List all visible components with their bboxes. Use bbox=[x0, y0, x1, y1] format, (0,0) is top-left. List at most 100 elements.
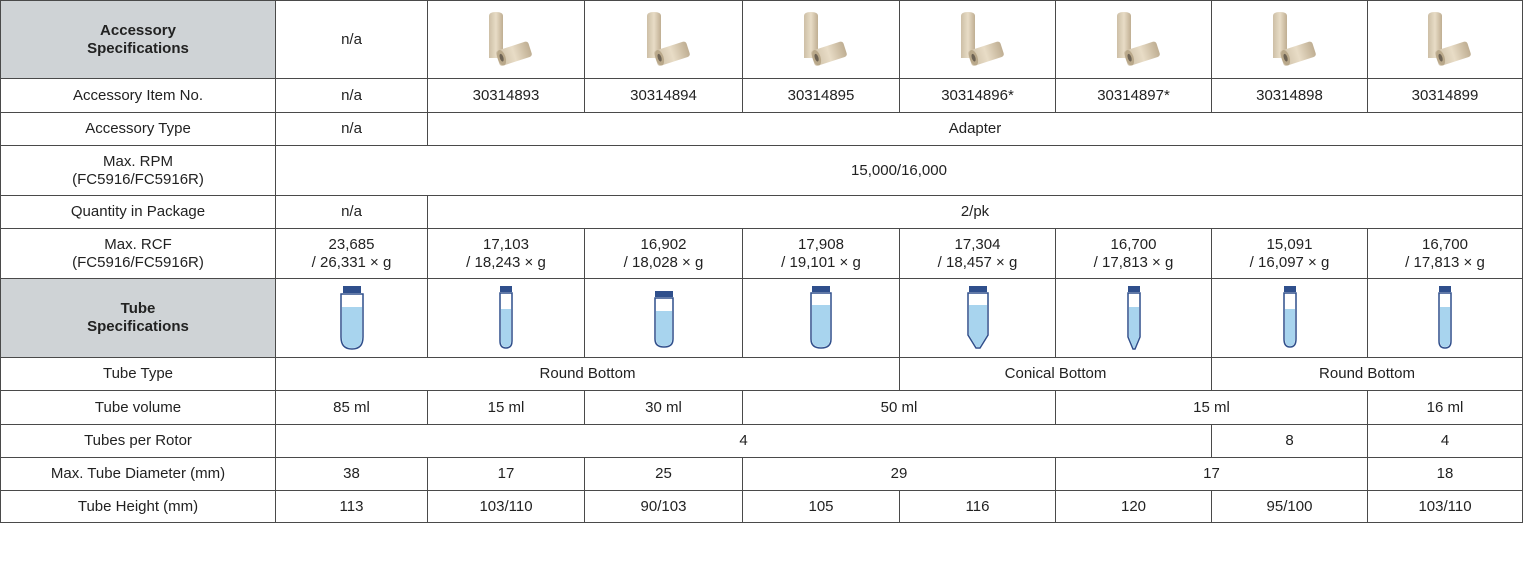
max-rcf-value: 16,902/ 18,028 × g bbox=[584, 228, 743, 279]
tubes-per-rotor-value: 8 bbox=[1211, 424, 1368, 458]
rcf-line1: 16,902 bbox=[640, 235, 687, 253]
rcf-line1: 17,103 bbox=[483, 235, 529, 253]
rcf-line2: / 18,028 × g bbox=[623, 253, 704, 271]
tube-header-line2: Specifications bbox=[87, 318, 189, 335]
rcf-line1: 17,908 bbox=[798, 235, 844, 253]
accessory-type-value: Adapter bbox=[427, 112, 1523, 146]
item-no-first: n/a bbox=[275, 78, 428, 113]
tube-height-value: 120 bbox=[1055, 490, 1212, 523]
tube-volume-value: 15 ml bbox=[427, 390, 585, 425]
accessory-header-line2: Specifications bbox=[87, 39, 189, 57]
tube-height-row: Tube Height (mm) 113 103/110 90/103 105 … bbox=[0, 490, 1523, 523]
adapter-image-6 bbox=[1211, 0, 1368, 79]
adapter-image-2 bbox=[584, 0, 743, 79]
max-rcf-value: 23,685/ 26,331 × g bbox=[275, 228, 428, 279]
max-diameter-value: 18 bbox=[1367, 457, 1523, 491]
tube-volume-value: 16 ml bbox=[1367, 390, 1523, 425]
tube-height-value: 103/110 bbox=[1367, 490, 1523, 523]
rcf-line1: 17,304 bbox=[954, 235, 1001, 253]
tubes-per-rotor-label: Tubes per Rotor bbox=[0, 424, 276, 458]
quantity-first: n/a bbox=[275, 195, 428, 229]
round-tube-icon bbox=[275, 278, 428, 358]
accessory-na-cell: n/a bbox=[275, 0, 428, 79]
quantity-row: Quantity in Package n/a 2/pk bbox=[0, 195, 1523, 229]
tube-volume-value: 50 ml bbox=[742, 390, 1056, 425]
item-no-value: 30314899 bbox=[1367, 78, 1523, 113]
max-rpm-label: Max. RPM (FC5916/FC5916R) bbox=[0, 145, 276, 196]
accessory-specifications-header: Accessory Specifications bbox=[0, 0, 276, 79]
adapter-image-3 bbox=[742, 0, 900, 79]
rcf-line1: 16,700 bbox=[1422, 235, 1468, 253]
accessory-type-first: n/a bbox=[275, 112, 428, 146]
quantity-label: Quantity in Package bbox=[0, 195, 276, 229]
tube-type-conical: Conical Bottom bbox=[899, 357, 1212, 391]
max-diameter-value: 38 bbox=[275, 457, 428, 491]
accessory-type-label: Accessory Type bbox=[0, 112, 276, 146]
tube-height-value: 95/100 bbox=[1211, 490, 1368, 523]
tubes-per-rotor-row: Tubes per Rotor 4 8 4 bbox=[0, 424, 1523, 458]
tube-type-row: Tube Type Round Bottom Conical Bottom Ro… bbox=[0, 357, 1523, 391]
max-rpm-row: Max. RPM (FC5916/FC5916R) 15,000/16,000 bbox=[0, 145, 1523, 196]
item-no-value: 30314896* bbox=[899, 78, 1056, 113]
max-rcf-label-line2: (FC5916/FC5916R) bbox=[72, 253, 204, 271]
max-diameter-label: Max. Tube Diameter (mm) bbox=[0, 457, 276, 491]
rcf-line2: / 17,813 × g bbox=[1093, 253, 1174, 271]
tube-type-label: Tube Type bbox=[0, 357, 276, 391]
tube-type-round: Round Bottom bbox=[1211, 357, 1523, 391]
rcf-line2: / 26,331 × g bbox=[311, 253, 392, 271]
tube-height-value: 105 bbox=[742, 490, 900, 523]
adapter-image-1 bbox=[427, 0, 585, 79]
max-diameter-value: 25 bbox=[584, 457, 743, 491]
max-rcf-value: 16,700/ 17,813 × g bbox=[1055, 228, 1212, 279]
tube-height-value: 103/110 bbox=[427, 490, 585, 523]
max-rcf-value: 17,908/ 19,101 × g bbox=[742, 228, 900, 279]
conical-tube-icon bbox=[1055, 278, 1212, 358]
quantity-value: 2/pk bbox=[427, 195, 1523, 229]
tube-header-row: Tube Specifications bbox=[0, 278, 1523, 358]
max-diameter-value: 29 bbox=[742, 457, 1056, 491]
tube-header-line1: Tube bbox=[120, 300, 156, 317]
max-rcf-label-line1: Max. RCF bbox=[104, 235, 172, 253]
tubes-per-rotor-value: 4 bbox=[1367, 424, 1523, 458]
accessory-header-row: Accessory Specifications n/a bbox=[0, 0, 1523, 79]
max-rcf-value: 17,103/ 18,243 × g bbox=[427, 228, 585, 279]
round-tube-icon bbox=[427, 278, 585, 358]
round-tube-icon bbox=[1211, 278, 1368, 358]
max-rcf-value: 17,304/ 18,457 × g bbox=[899, 228, 1056, 279]
max-diameter-value: 17 bbox=[427, 457, 585, 491]
rcf-line2: / 16,097 × g bbox=[1249, 253, 1330, 271]
adapter-image-4 bbox=[899, 0, 1056, 79]
max-rcf-row: Max. RCF (FC5916/FC5916R) 23,685/ 26,331… bbox=[0, 228, 1523, 279]
tubes-per-rotor-value: 4 bbox=[275, 424, 1212, 458]
round-tube-icon bbox=[742, 278, 900, 358]
adapter-image-5 bbox=[1055, 0, 1212, 79]
accessory-type-row: Accessory Type n/a Adapter bbox=[0, 112, 1523, 146]
item-no-value: 30314898 bbox=[1211, 78, 1368, 113]
item-no-value: 30314894 bbox=[584, 78, 743, 113]
rcf-line2: / 19,101 × g bbox=[781, 253, 861, 271]
round-tube-icon bbox=[1367, 278, 1523, 358]
rcf-line1: 23,685 bbox=[328, 235, 375, 253]
tube-specifications-header: Tube Specifications bbox=[0, 278, 276, 358]
item-no-value: 30314895 bbox=[742, 78, 900, 113]
tube-height-value: 116 bbox=[899, 490, 1056, 523]
max-rpm-value: 15,000/16,000 bbox=[275, 145, 1523, 196]
rcf-line2: / 17,813 × g bbox=[1405, 253, 1485, 271]
accessory-header-line1: Accessory bbox=[100, 21, 176, 39]
item-no-label: Accessory Item No. bbox=[0, 78, 276, 113]
max-rpm-label-line2: (FC5916/FC5916R) bbox=[72, 170, 204, 188]
max-rcf-value: 15,091/ 16,097 × g bbox=[1211, 228, 1368, 279]
conical-tube-icon bbox=[899, 278, 1056, 358]
item-no-row: Accessory Item No. n/a 30314893 30314894… bbox=[0, 78, 1523, 113]
tube-volume-row: Tube volume 85 ml 15 ml 30 ml 50 ml 15 m… bbox=[0, 390, 1523, 425]
max-rcf-value: 16,700/ 17,813 × g bbox=[1367, 228, 1523, 279]
tube-volume-label: Tube volume bbox=[0, 390, 276, 425]
max-diameter-value: 17 bbox=[1055, 457, 1368, 491]
tube-height-value: 90/103 bbox=[584, 490, 743, 523]
max-rpm-label-line1: Max. RPM bbox=[102, 152, 173, 170]
rcf-line2: / 18,457 × g bbox=[937, 253, 1018, 271]
item-no-value: 30314897* bbox=[1055, 78, 1212, 113]
adapter-image-7 bbox=[1367, 0, 1523, 79]
max-rcf-label: Max. RCF (FC5916/FC5916R) bbox=[0, 228, 276, 279]
rcf-line1: 16,700 bbox=[1110, 235, 1157, 253]
